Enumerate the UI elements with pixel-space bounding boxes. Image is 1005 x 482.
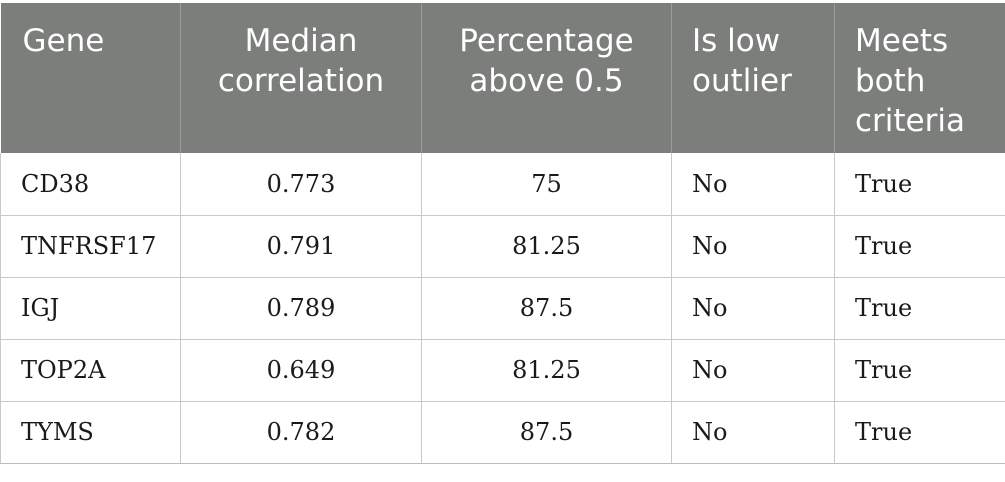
cell-percentage: 75 [421,153,672,216]
header-percentage-above: Percentage above 0.5 [421,3,672,153]
cell-median-correlation: 0.789 [180,277,422,340]
header-median-correlation: Median correlation [180,3,422,153]
cell-gene: IGJ [0,277,181,340]
header-both-line1: Meets [855,23,949,59]
cell-percentage: 81.25 [421,339,672,402]
table-row: IGJ 0.789 87.5 No True [0,277,1005,340]
table-row: CD38 0.773 75 No True [0,153,1005,216]
header-median-line2: correlation [217,63,385,99]
cell-meets-both: True [834,401,1005,464]
header-pct-line1: Percentage [459,23,634,59]
header-gene-label: Gene [22,23,105,59]
cell-low-outlier: No [671,277,835,340]
header-both-line2: both [855,63,926,99]
cell-low-outlier: No [671,401,835,464]
table-row: TOP2A 0.649 81.25 No True [0,339,1005,402]
cell-median-correlation: 0.791 [180,215,422,278]
cell-percentage: 81.25 [421,215,672,278]
cell-low-outlier: No [671,339,835,402]
header-median-line1: Median [244,23,358,59]
cell-gene: TNFRSF17 [0,215,181,278]
header-is-low-outlier: Is low outlier [671,3,835,153]
cell-gene: TYMS [0,401,181,464]
cell-gene: CD38 [0,153,181,216]
cell-median-correlation: 0.782 [180,401,422,464]
cell-gene: TOP2A [0,339,181,402]
cell-meets-both: True [834,339,1005,402]
header-low-line2: outlier [692,63,792,99]
cell-median-correlation: 0.773 [180,153,422,216]
cell-median-correlation: 0.649 [180,339,422,402]
header-row: Gene Median correlation Percentage above… [0,3,1005,153]
cell-low-outlier: No [671,215,835,278]
table-row: TNFRSF17 0.791 81.25 No True [0,215,1005,278]
table-body: CD38 0.773 75 No True TNFRSF17 0.791 81.… [0,153,1005,464]
cell-low-outlier: No [671,153,835,216]
cell-meets-both: True [834,215,1005,278]
header-gene: Gene [0,3,181,153]
header-both-line3: criteria [855,103,965,139]
cell-meets-both: True [834,277,1005,340]
cell-meets-both: True [834,153,1005,216]
header-low-line1: Is low [692,23,781,59]
table-header: Gene Median correlation Percentage above… [0,3,1005,153]
cell-percentage: 87.5 [421,401,672,464]
header-pct-line2: above 0.5 [469,63,624,99]
gene-correlation-table: Gene Median correlation Percentage above… [0,3,1005,464]
header-meets-both-criteria: Meets both criteria [834,3,1005,153]
table-row: TYMS 0.782 87.5 No True [0,401,1005,464]
cell-percentage: 87.5 [421,277,672,340]
